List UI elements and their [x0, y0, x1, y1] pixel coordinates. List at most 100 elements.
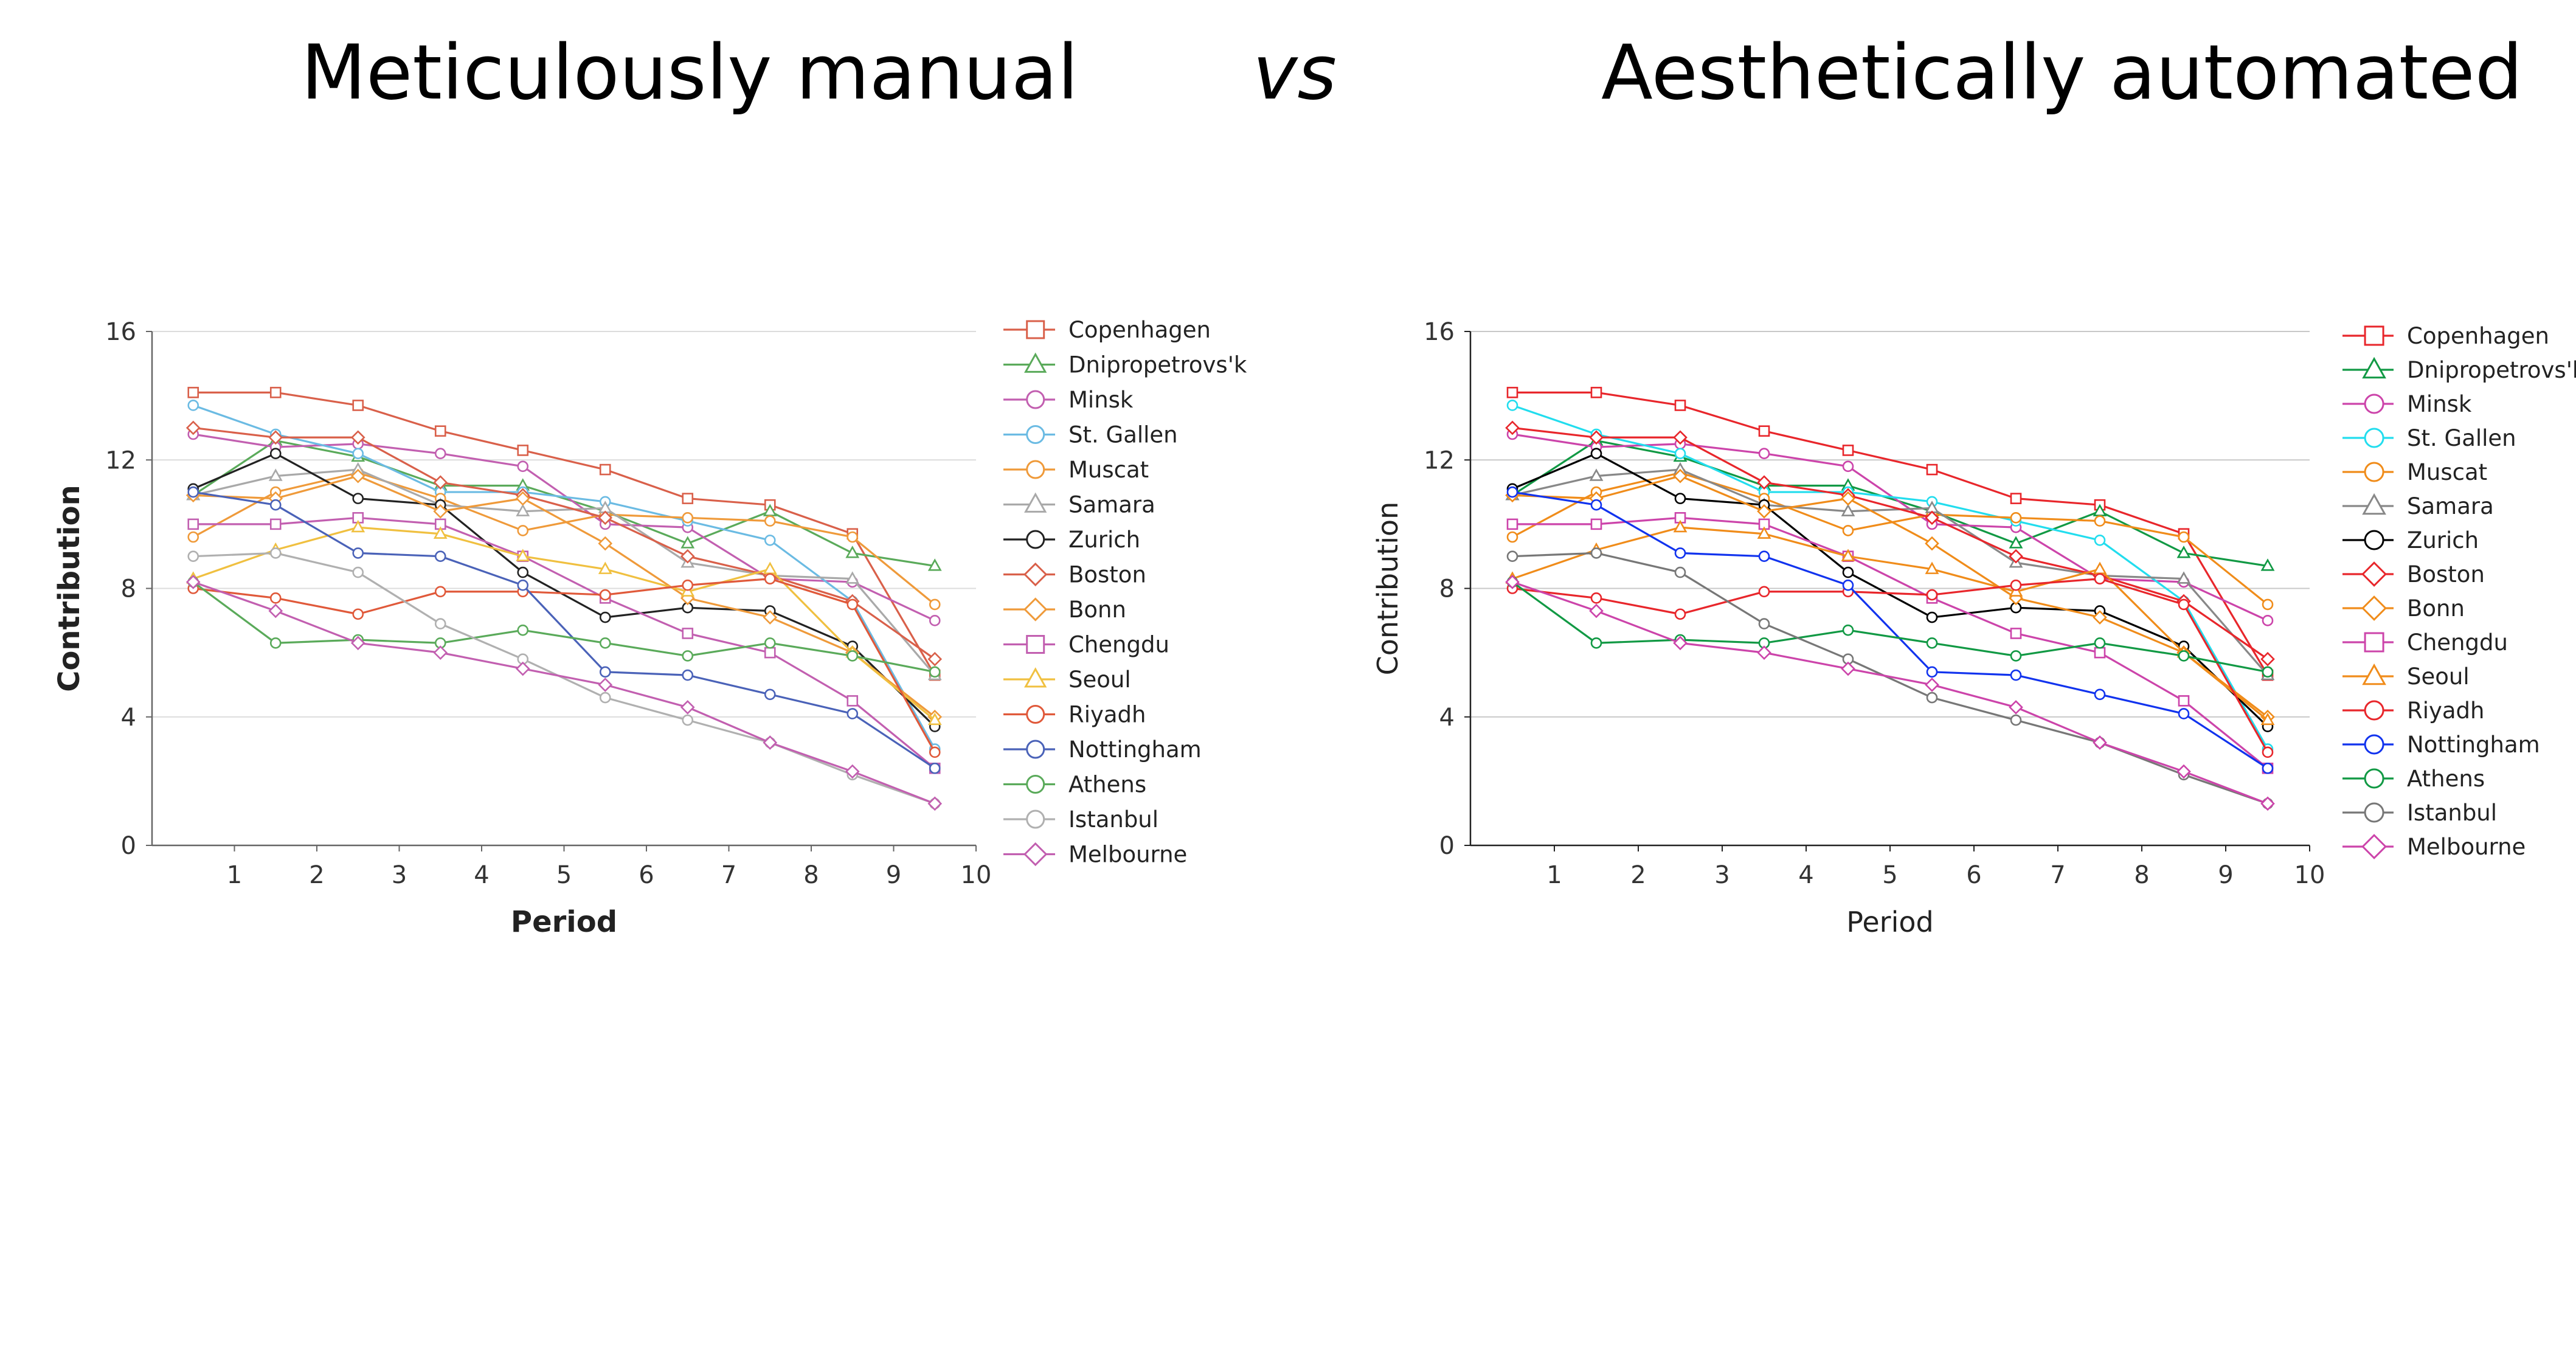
- legend-marker: [2364, 428, 2384, 448]
- data-point: [847, 650, 859, 662]
- data-point: [187, 486, 199, 498]
- data-point: [2010, 669, 2022, 681]
- data-point: [2010, 714, 2022, 726]
- data-point: [517, 566, 529, 578]
- data-point: [1506, 387, 1518, 398]
- data-point: [1673, 519, 1688, 533]
- legend-entry-st-gallen: St. Gallen: [1003, 422, 1178, 448]
- data-point: [1757, 526, 1771, 539]
- x-tick-label: 8: [803, 861, 819, 889]
- legend-marker: [1024, 492, 1047, 513]
- series-line: [193, 516, 936, 769]
- legend-entry-minsk: Minsk: [2342, 391, 2472, 417]
- legend-marker: [2364, 394, 2384, 414]
- data-point: [1842, 566, 1854, 578]
- data-point: [1758, 586, 1770, 598]
- series-line: [1512, 581, 2268, 805]
- legend-marker: [2364, 462, 2384, 482]
- data-point: [434, 425, 446, 437]
- data-point: [1926, 692, 1938, 704]
- data-point: [1674, 566, 1686, 578]
- legend-marker: [2364, 802, 2384, 823]
- legend-label: Samara: [1068, 492, 1155, 518]
- series-copenhagen: [1506, 387, 2274, 681]
- legend-label: Istanbul: [2407, 800, 2497, 826]
- x-tick-label: 3: [392, 861, 407, 889]
- legend-entry-melbourne: Melbourne: [1003, 842, 1187, 868]
- data-point: [2094, 688, 2106, 701]
- legend-label: Minsk: [1068, 387, 1134, 413]
- data-point: [847, 695, 859, 707]
- data-point: [599, 692, 611, 704]
- legend-label: Boston: [2407, 561, 2485, 588]
- data-point: [599, 666, 611, 678]
- legend-marker: [1023, 562, 1048, 587]
- data-point: [1926, 589, 1938, 601]
- series-line: [193, 391, 936, 676]
- legend-marker: [1026, 775, 1045, 794]
- legend-entry-riyadh: Riyadh: [1003, 702, 1146, 728]
- legend-marker: [2364, 530, 2384, 550]
- legend-entry-seoul: Seoul: [1003, 667, 1131, 693]
- data-point: [1926, 666, 1938, 678]
- legend-entry-boston: Boston: [2342, 561, 2485, 588]
- data-point: [680, 536, 695, 549]
- data-point: [1841, 504, 1855, 516]
- legend-marker: [2364, 632, 2384, 653]
- data-point: [1590, 592, 1602, 604]
- legend-marker: [1023, 842, 1048, 867]
- legend-entry-boston: Boston: [1003, 562, 1146, 588]
- x-axis-label: Period: [511, 905, 617, 939]
- legend-marker: [1026, 530, 1045, 549]
- x-tick-label: 1: [1546, 861, 1562, 889]
- series-chengdu: [1506, 512, 2274, 774]
- legend-label: St. Gallen: [2407, 425, 2516, 451]
- data-point: [847, 708, 859, 719]
- data-point: [598, 536, 613, 551]
- data-point: [682, 512, 694, 524]
- data-point: [1506, 486, 1518, 498]
- x-axis-label: Period: [1846, 906, 1933, 938]
- legend-entry-riyadh: Riyadh: [2342, 698, 2485, 724]
- legend-label: Istanbul: [1068, 806, 1158, 833]
- series-line: [193, 452, 936, 727]
- data-point: [929, 615, 941, 626]
- data-point: [2176, 764, 2191, 779]
- data-point: [268, 468, 283, 481]
- data-point: [1590, 448, 1602, 459]
- series-melbourne: [185, 575, 943, 811]
- data-point: [2178, 650, 2190, 662]
- data-point: [927, 796, 943, 811]
- legend-label: Muscat: [1068, 457, 1149, 483]
- x-tick-label: 8: [2134, 861, 2149, 889]
- series-line: [193, 426, 936, 660]
- y-axis-label: Contribution: [52, 485, 86, 692]
- data-point: [1590, 499, 1602, 511]
- x-tick-label: 9: [886, 861, 901, 889]
- series-melbourne: [1505, 575, 2275, 811]
- data-point: [845, 764, 860, 779]
- data-point: [1589, 603, 1604, 619]
- data-point: [1506, 531, 1518, 543]
- legend-entry-copenhagen: Copenhagen: [2342, 323, 2549, 349]
- y-tick-label: 0: [1439, 832, 1455, 860]
- data-point: [352, 566, 364, 578]
- data-point: [764, 637, 776, 649]
- x-tick-label: 4: [1798, 861, 1813, 889]
- data-point: [682, 669, 694, 681]
- data-point: [682, 493, 694, 504]
- data-point: [1758, 618, 1770, 629]
- data-point: [433, 504, 448, 519]
- data-point: [1590, 637, 1602, 649]
- data-point: [1589, 430, 1604, 445]
- data-point: [1758, 448, 1770, 459]
- data-point: [1757, 645, 1771, 660]
- data-point: [2093, 610, 2107, 625]
- data-point: [1926, 611, 1938, 623]
- data-point: [764, 573, 776, 584]
- series-istanbul: [187, 547, 941, 810]
- data-point: [1926, 637, 1938, 649]
- data-point: [1674, 547, 1686, 559]
- data-point: [682, 650, 694, 662]
